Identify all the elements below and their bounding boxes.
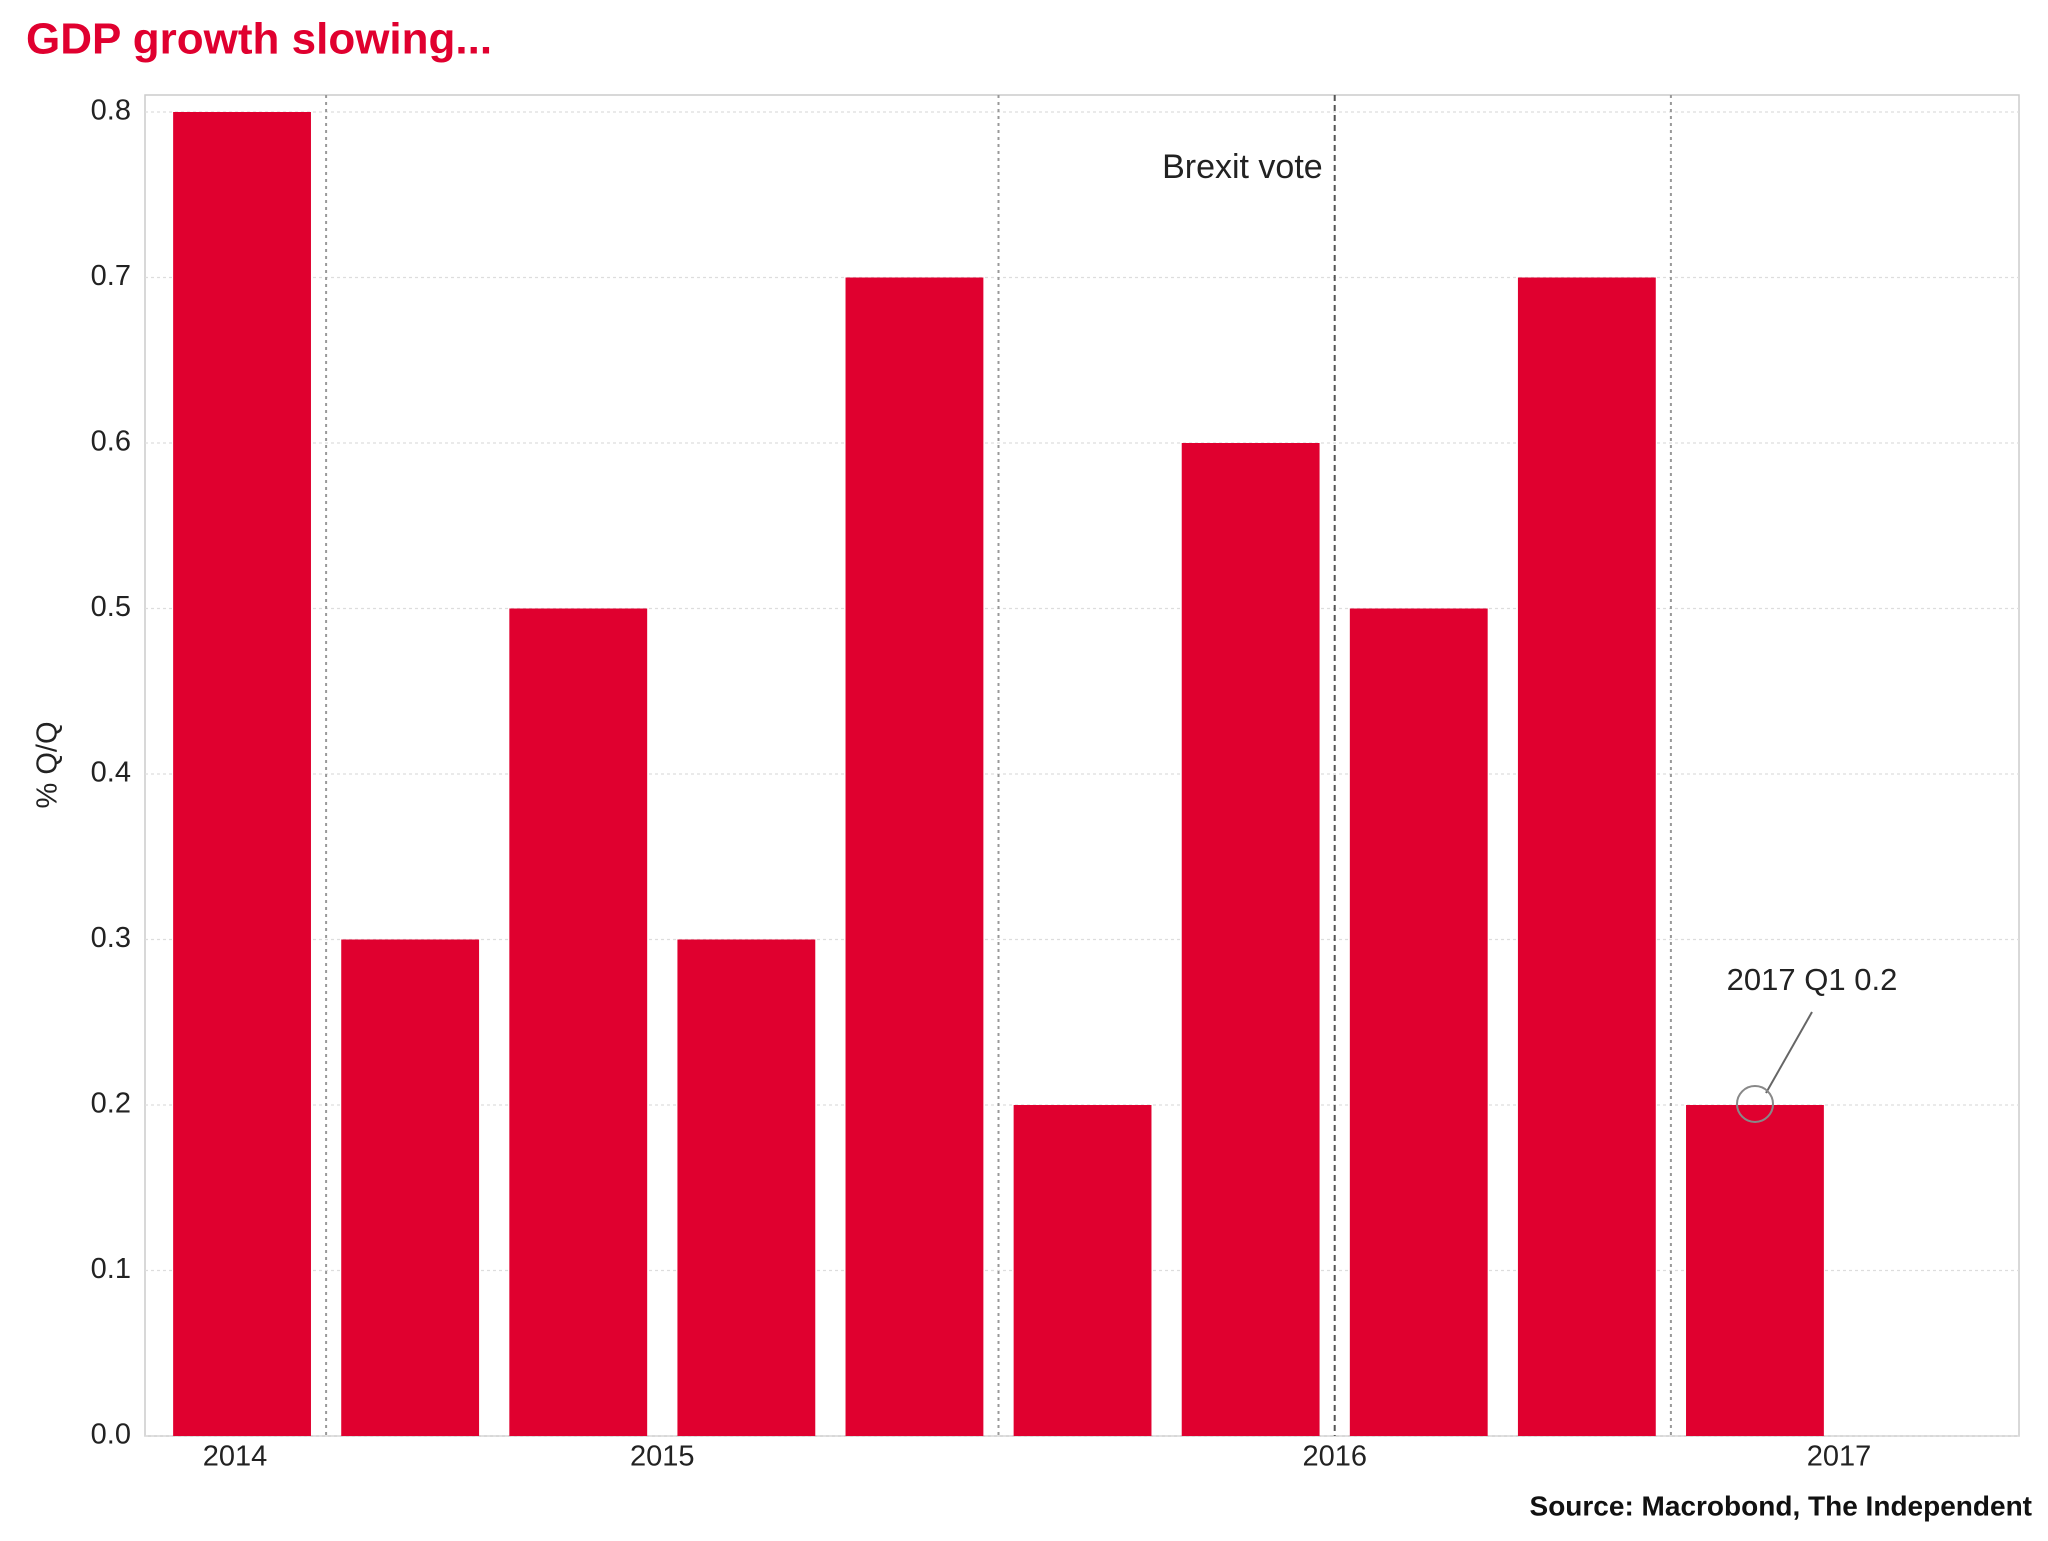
x-tick-label: 2016 — [1302, 1441, 1367, 1473]
y-tick-label: 0.1 — [91, 1253, 131, 1285]
chart-title: GDP growth slowing... — [26, 15, 492, 64]
bar — [1013, 1105, 1152, 1436]
annotation: 2017 Q1 0.2 — [1727, 962, 1898, 997]
bar — [1181, 443, 1320, 1436]
annotation: Brexit vote — [1162, 148, 1323, 186]
y-tick-label: 0.7 — [91, 260, 131, 292]
y-tick-label: 0.0 — [91, 1419, 131, 1451]
bar — [173, 112, 311, 1436]
y-tick-label: 0.3 — [91, 922, 131, 954]
y-tick-label: 0.2 — [91, 1088, 131, 1120]
source: Source: Macrobond, The Independent — [1530, 1490, 2032, 1521]
y-tick-label: 0.8 — [91, 95, 131, 127]
y-tick-label: 0.6 — [91, 426, 131, 458]
bar — [677, 939, 816, 1436]
bar — [1517, 277, 1656, 1436]
x-tick-label: 2014 — [203, 1441, 268, 1473]
x-tick-label: 2017 — [1807, 1441, 1872, 1473]
y-tick-label: 0.5 — [91, 591, 131, 623]
y-tick-label: 0.4 — [91, 757, 131, 789]
x-tick-label: 2015 — [630, 1441, 695, 1473]
bar — [1349, 608, 1488, 1436]
bar — [341, 939, 480, 1436]
annotation-leader — [1765, 1011, 1813, 1094]
y-axis-label: % Q/Q — [32, 721, 64, 808]
bar — [845, 277, 984, 1436]
bar — [1686, 1105, 1824, 1436]
bar — [509, 608, 648, 1436]
annotation-marker — [1736, 1085, 1774, 1123]
